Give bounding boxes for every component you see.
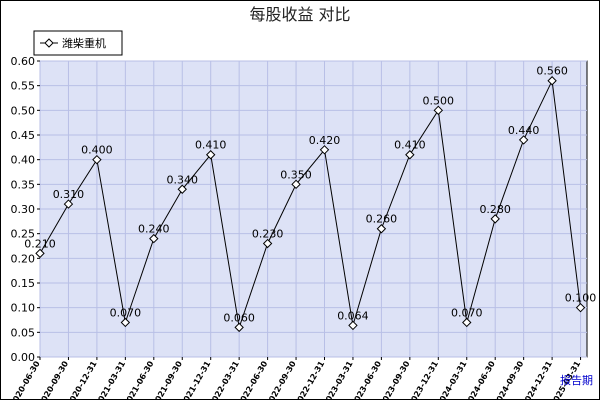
- data-point-marker: [63, 199, 74, 209]
- data-label: 0.210: [24, 237, 56, 250]
- data-label: 0.060: [223, 311, 255, 324]
- y-tick-label: 0.35: [11, 178, 36, 191]
- data-point-marker: [205, 150, 216, 160]
- legend: 潍柴重机: [33, 30, 123, 56]
- x-tick-label: 2021-12-31: [179, 359, 213, 400]
- data-point-marker: [348, 320, 358, 331]
- y-tick-label: 0.00: [11, 351, 36, 364]
- y-tick-label: 0.45: [11, 129, 36, 142]
- y-tick-label: 0.20: [11, 252, 36, 265]
- data-label: 0.310: [53, 188, 85, 201]
- data-point-marker: [291, 179, 301, 190]
- y-tick-label: 0.40: [11, 154, 36, 167]
- data-point-marker: [547, 76, 557, 86]
- data-point-marker: [490, 214, 500, 224]
- data-label: 0.280: [479, 203, 511, 216]
- data-point-marker: [177, 184, 187, 194]
- data-label: 0.500: [423, 94, 455, 107]
- x-tick-label: 2021-06-30: [122, 359, 156, 400]
- data-label: 0.410: [195, 139, 227, 152]
- data-label: 0.350: [280, 168, 312, 181]
- y-tick-label: 0.55: [11, 80, 36, 93]
- data-point-marker: [35, 248, 45, 259]
- data-label: 0.340: [167, 173, 199, 186]
- x-tick-label: 2020-06-30: [8, 359, 42, 400]
- data-point-marker: [433, 105, 444, 116]
- data-point-marker: [262, 238, 273, 249]
- legend-label: 潍柴重机: [62, 36, 106, 50]
- x-tick-label: 2020-09-30: [37, 359, 71, 400]
- data-label: 0.230: [252, 228, 284, 241]
- x-tick-label: 2023-03-31: [321, 359, 355, 400]
- data-label: 0.070: [110, 306, 142, 319]
- data-label: 0.070: [451, 306, 483, 319]
- data-label: 0.420: [309, 134, 341, 147]
- y-tick-label: 0.30: [11, 203, 36, 216]
- data-point-marker: [405, 150, 415, 160]
- legend-marker-diamond: [44, 38, 54, 48]
- data-point-marker: [149, 233, 159, 244]
- x-tick-label: 2022-03-31: [208, 359, 242, 400]
- x-tick-label: 2022-09-30: [264, 359, 298, 400]
- data-label: 0.400: [81, 144, 113, 157]
- y-tick-label: 0.25: [11, 228, 36, 241]
- data-label: 0.260: [366, 213, 398, 226]
- x-axis-label: 报告期: [560, 373, 593, 387]
- x-tick-label: 2021-03-31: [94, 359, 128, 400]
- y-tick-label: 0.05: [11, 326, 36, 339]
- x-axis: 2020-06-302020-09-302020-12-312021-03-31…: [8, 357, 582, 400]
- data-point-marker: [234, 322, 244, 333]
- x-tick-label: 2022-12-31: [293, 359, 327, 400]
- data-point-marker: [92, 154, 102, 165]
- x-tick-label: 2024-06-30: [464, 359, 498, 400]
- data-point-marker: [575, 302, 586, 313]
- gridlines: [39, 60, 587, 358]
- y-tick-label: 0.50: [11, 104, 36, 117]
- x-tick-label: 2024-09-30: [492, 359, 526, 400]
- y-tick-label: 0.10: [11, 302, 36, 315]
- data-label: 0.410: [394, 139, 426, 152]
- y-tick-label: 0.15: [11, 277, 36, 290]
- series-weichai: 0.210 0.310 0.400 0.070 0.240 0.340 0.410 0.060…: [24, 65, 597, 333]
- x-tick-label: 2023-09-30: [378, 359, 412, 400]
- data-point-marker: [376, 224, 387, 234]
- x-tick-label: 2024-12-31: [520, 359, 554, 400]
- x-tick-label: 2021-09-30: [151, 359, 185, 400]
- data-point-marker: [462, 317, 472, 328]
- y-axis: 0.00 0.05 0.10 0.15 0.20 0.25 0.30 0.35 0.40 0.45…: [11, 55, 40, 364]
- data-label: 0.560: [536, 65, 568, 78]
- data-point-marker: [518, 135, 529, 145]
- data-label: 0.240: [138, 223, 170, 236]
- x-tick-label: 2023-06-30: [350, 359, 384, 400]
- chart-title: 每股收益 对比: [249, 5, 350, 24]
- data-point-marker: [120, 317, 131, 328]
- data-label: 0.064: [337, 309, 369, 322]
- y-tick-label: 0.60: [11, 55, 36, 68]
- data-point-marker: [319, 145, 330, 155]
- data-label: 0.100: [565, 292, 597, 305]
- x-tick-label: 2022-06-30: [236, 359, 270, 400]
- series-line: [39, 78, 581, 328]
- x-tick-label: 2024-03-31: [435, 359, 469, 400]
- x-tick-label: 2020-12-31: [65, 359, 99, 400]
- data-label: 0.440: [508, 124, 540, 137]
- x-tick-label: 2023-12-31: [407, 359, 441, 400]
